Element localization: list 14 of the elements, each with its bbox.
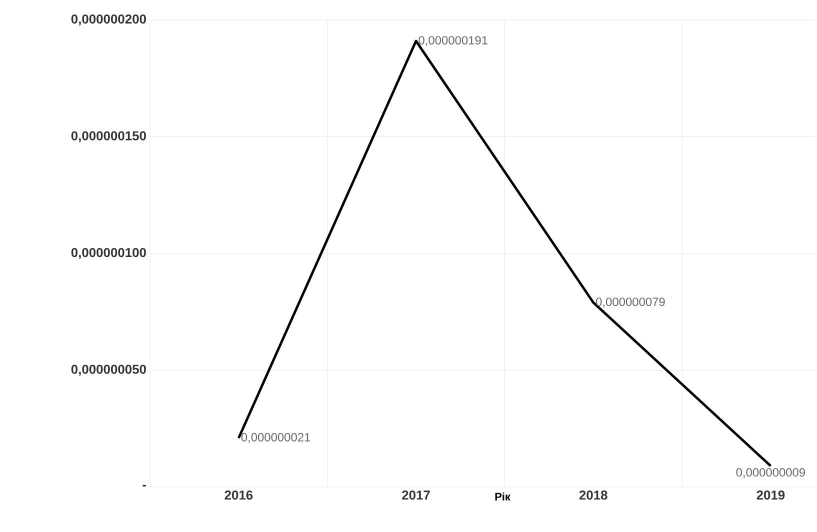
x-tick-label: 2017 <box>402 490 430 500</box>
data-label: 0,000000021 <box>241 433 310 443</box>
y-tick-label: 0,000000150 <box>71 131 146 142</box>
x-tick-label: 2016 <box>224 490 253 500</box>
data-label: 0,000000079 <box>596 298 665 308</box>
y-tick-label: 0,000000050 <box>71 364 146 376</box>
x-axis-title: Рік <box>495 492 510 500</box>
data-label: 0,000000009 <box>736 468 805 478</box>
data-label: 0,000000191 <box>418 36 488 46</box>
x-tick-label: 2018 <box>579 490 608 500</box>
x-tick-label: 2019 <box>756 490 785 500</box>
y-tick-label: 0,000000100 <box>71 248 146 260</box>
y-tick-label: 0,000000200 <box>71 14 146 26</box>
y-tick-label: - <box>142 484 146 486</box>
